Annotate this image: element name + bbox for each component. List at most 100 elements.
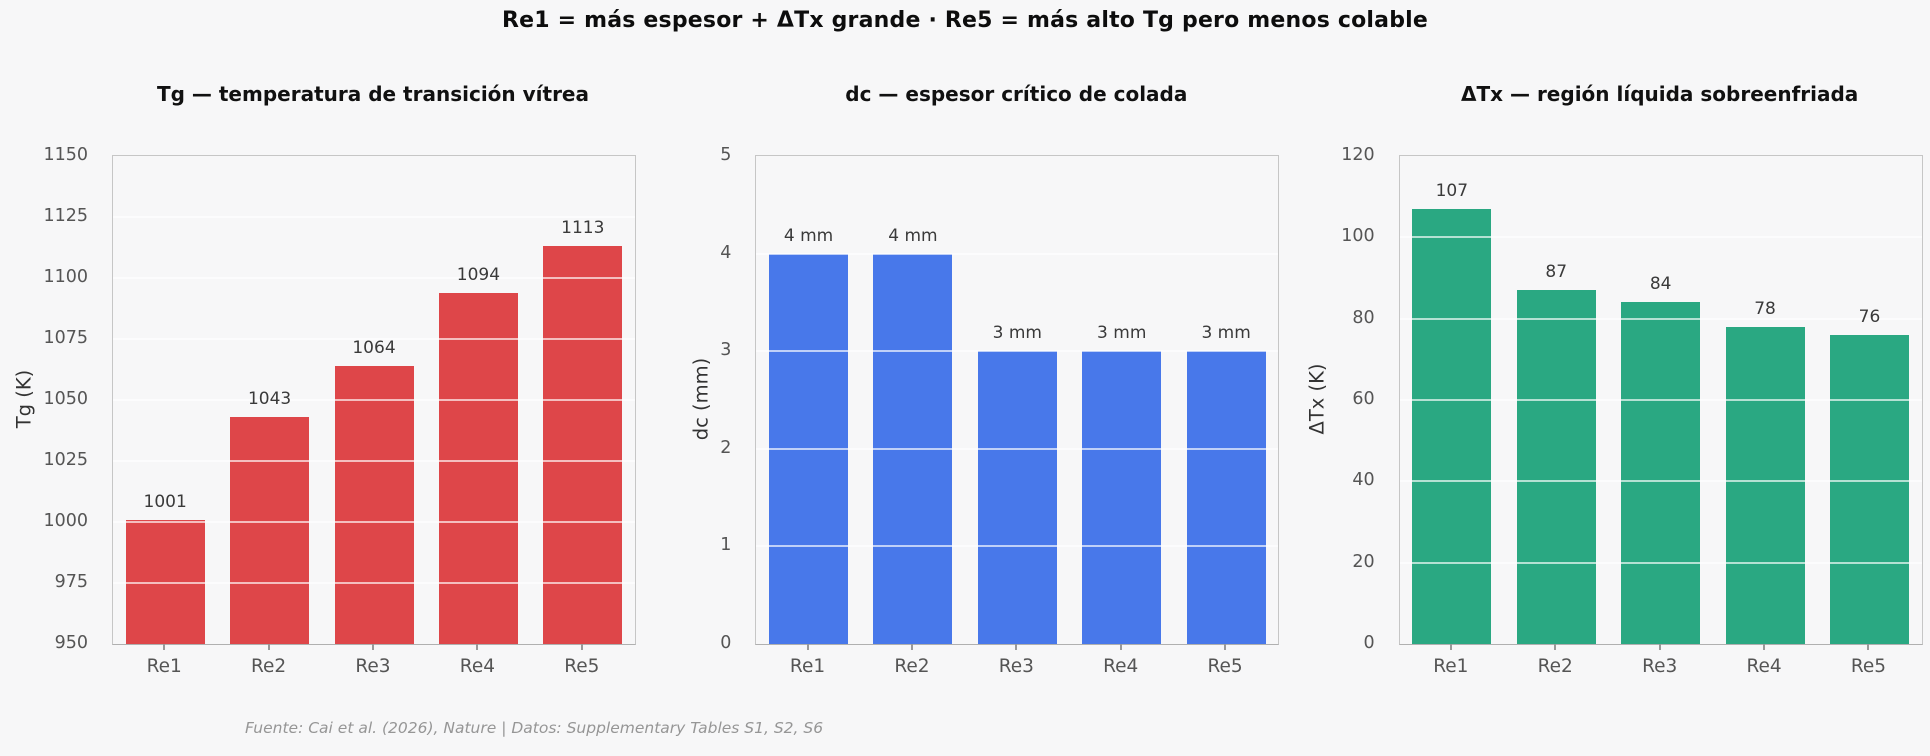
panel-title-tg: Tg — temperatura de transición vítrea	[156, 82, 589, 106]
x-tick-mark	[1658, 644, 1661, 650]
y-axis-tg: 950 975 1000 1025 1050 1075 1100 1125 1150	[0, 145, 100, 653]
gridline	[1399, 236, 1922, 239]
x-tick-mark	[267, 644, 270, 650]
x-tick-label: Re3	[998, 656, 1034, 677]
gridline	[756, 545, 1279, 548]
y-tick-label: 40	[1352, 470, 1375, 491]
x-tick-mark	[1449, 644, 1452, 650]
bar-value-label: 78	[1754, 298, 1776, 319]
plot-area-dtx: 107 87 84 78 76	[1398, 155, 1923, 645]
gridline	[113, 460, 635, 462]
x-tick-label: Re2	[894, 656, 930, 677]
x-tick-label: Re4	[1746, 656, 1782, 677]
plot-area-tg: 1001 1043 1064 1094 1113	[112, 155, 636, 645]
y-tick-label: 1	[720, 535, 732, 556]
gridline	[113, 521, 635, 523]
bar-value-label: 3 mm	[1201, 323, 1251, 344]
y-tick-label: 1100	[43, 267, 88, 287]
gridline	[113, 277, 635, 279]
y-tick-label: 0	[720, 633, 732, 653]
gridline	[1399, 399, 1922, 401]
y-tick-label: 80	[1352, 307, 1375, 328]
gridline	[1399, 480, 1922, 483]
bar-value-label: 1064	[352, 337, 396, 358]
bar-value-label: 76	[1858, 306, 1881, 327]
x-tick-label: Re2	[1537, 656, 1573, 677]
y-tick-label: 1050	[43, 389, 88, 409]
y-tick-label: 20	[1352, 551, 1375, 572]
panel-title-dc: dc — espesor crítico de colada	[845, 82, 1188, 106]
bar-value-label: 1043	[247, 389, 292, 410]
bar	[1621, 302, 1701, 644]
bar-value-label: 4 mm	[888, 225, 938, 246]
y-tick-label: 950	[54, 633, 88, 653]
y-axis-dc: 0 1 2 3 4 5	[643, 145, 743, 653]
x-tick-label: Re1	[146, 656, 182, 677]
x-tick-label: Re2	[251, 656, 287, 677]
gridline	[1399, 317, 1922, 320]
y-tick-label: 2	[720, 437, 732, 458]
bar-value-label: 1001	[143, 491, 187, 512]
bar	[1412, 208, 1492, 644]
y-tick-label: 1025	[43, 450, 88, 470]
bar	[1829, 334, 1909, 644]
bar-chart-panel-dtx: ΔTx — región líquida sobreenfriada ΔTx (…	[1287, 70, 1930, 700]
gridline	[756, 350, 1279, 353]
x-tick-mark	[1015, 644, 1018, 650]
x-tick-mark	[476, 644, 479, 650]
x-tick-mark	[910, 644, 913, 650]
y-tick-label: 100	[1341, 226, 1375, 247]
gridline	[113, 399, 635, 401]
x-tick-label: Re5	[1850, 656, 1887, 677]
y-tick-label: 5	[720, 145, 732, 165]
y-tick-label: 1125	[43, 206, 88, 226]
y-tick-label: 1150	[43, 145, 88, 165]
bar	[438, 292, 518, 644]
x-tick-mark	[1763, 644, 1766, 650]
y-axis-dtx: 0 20 40 60 80 100 120	[1287, 145, 1387, 653]
bar	[1082, 351, 1162, 644]
panel-title-dtx: ΔTx — región líquida sobreenfriada	[1461, 82, 1859, 106]
gridline	[113, 216, 635, 218]
x-tick-mark	[163, 644, 166, 650]
x-tick-mark	[580, 644, 583, 650]
x-tick-mark	[806, 644, 809, 650]
bar	[334, 365, 414, 644]
bar-value-label: 3 mm	[1097, 323, 1147, 344]
x-tick-label: Re4	[1103, 656, 1139, 677]
x-tick-label: Re5	[564, 656, 600, 677]
x-tick-label: Re1	[789, 656, 826, 677]
figure-title: Re1 = más espesor + ΔTx grande · Re5 = m…	[501, 8, 1429, 33]
bar-value-label: 87	[1545, 262, 1568, 283]
y-tick-label: 1000	[43, 511, 88, 531]
y-tick-label: 3	[720, 340, 732, 361]
bar	[1725, 326, 1805, 644]
x-tick-label: Re1	[1433, 656, 1469, 677]
bar	[125, 519, 205, 644]
gridline	[756, 252, 1279, 255]
x-tick-label: Re3	[355, 656, 391, 677]
x-axis-tg: Re1 Re2 Re3 Re4 Re5	[112, 644, 634, 694]
bar	[1516, 290, 1596, 644]
bar-chart-panel-dc: dc — espesor crítico de colada dc (mm) 0…	[643, 70, 1286, 700]
bar	[977, 351, 1057, 644]
plot-area-dc: 4 mm 4 mm 3 mm 3 mm 3 mm	[755, 155, 1280, 645]
bar-value-label: 1094	[456, 264, 501, 285]
gridline	[113, 582, 635, 584]
y-tick-label: 1075	[43, 328, 88, 348]
x-tick-label: Re5	[1207, 656, 1243, 677]
bar-value-label: 3 mm	[992, 323, 1042, 344]
y-tick-label: 4	[720, 242, 732, 263]
x-tick-mark	[1867, 644, 1870, 650]
x-axis-dtx: Re1 Re2 Re3 Re4 Re5	[1399, 644, 1921, 694]
bar	[543, 246, 623, 644]
chart-panels-row: Tg — temperatura de transición vítrea Tg…	[0, 70, 1930, 700]
bar-value-label: 1113	[561, 218, 605, 239]
x-tick-mark	[1224, 644, 1227, 650]
x-tick-mark	[1119, 644, 1122, 650]
bar	[1186, 351, 1266, 644]
x-axis-dc: Re1 Re2 Re3 Re4 Re5	[755, 644, 1277, 694]
gridline	[1399, 561, 1922, 564]
gridline	[113, 338, 635, 340]
bar	[230, 417, 310, 644]
